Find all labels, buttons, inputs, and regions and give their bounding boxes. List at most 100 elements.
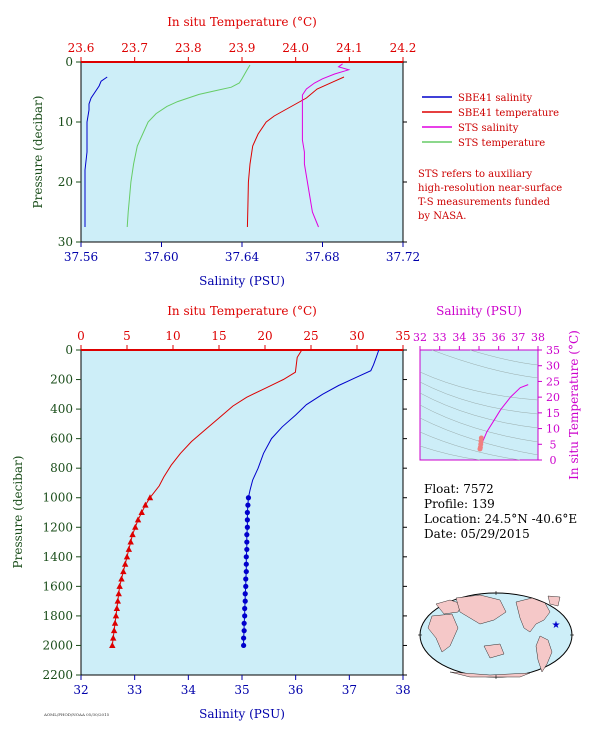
- data-point-triangle: [132, 523, 139, 530]
- north-america: [515, 597, 551, 633]
- top-legend: SBE41 salinity SBE41 temperature STS sal…: [422, 93, 559, 149]
- sts-note-line: STS refers to auxiliary: [418, 169, 533, 180]
- top-chart: In situ Temperature (°C) Salinity (PSU) …: [31, 15, 420, 288]
- temperature-tick-label: 23.8: [175, 41, 202, 55]
- data-point-triangle: [121, 560, 129, 567]
- salinity-tick-label: 32: [73, 683, 88, 697]
- south-america: [535, 635, 553, 673]
- data-point-triangle: [116, 582, 123, 589]
- ts-temperature-tick-label: 20: [546, 391, 560, 404]
- pressure-tick-label: 1200: [42, 520, 73, 534]
- ts-temperature-tick-label: 5: [550, 438, 557, 451]
- temperature-tick-label: 30: [349, 329, 364, 343]
- greenland: [547, 595, 561, 607]
- salinity-tick-label: 37.56: [64, 250, 98, 264]
- data-point-circle: [243, 561, 249, 567]
- ts-salinity-axis-title: Salinity (PSU): [436, 304, 522, 318]
- series-line-salinity: [247, 349, 380, 498]
- top-series-layer: [84, 63, 351, 228]
- location-map: ★: [418, 591, 574, 679]
- temperature-tick-label: 23.7: [121, 41, 148, 55]
- data-point-triangle: [115, 590, 122, 597]
- ts-data-point: [478, 435, 484, 441]
- data-point-circle: [244, 524, 250, 530]
- ts-salinity-tick-label: 32: [413, 331, 427, 344]
- profile-number: Profile: 139: [424, 497, 495, 511]
- temperature-tick-label: 10: [165, 329, 180, 343]
- legend-item-sts-temperature: STS temperature: [422, 138, 545, 149]
- legend-label: STS temperature: [458, 138, 545, 149]
- data-point-triangle: [111, 619, 119, 626]
- footer-credit: AOML/PHOD/NOAA 05/30/2015: [43, 712, 110, 717]
- ts-diagram: Salinity (PSU) In situ Temperature (°C) …: [413, 304, 581, 480]
- ts-curve: [480, 384, 529, 448]
- data-point-triangle: [110, 634, 117, 641]
- ts-temperature-tick-label: 25: [546, 375, 560, 388]
- asia: [455, 594, 507, 625]
- series-line-sbe41-salinity: [84, 76, 108, 227]
- ts-temperature-tick-label: 30: [546, 360, 560, 373]
- data-point-circle: [241, 628, 247, 634]
- legend-label: SBE41 salinity: [458, 93, 533, 104]
- salinity-tick-label: 36: [288, 683, 303, 697]
- salinity-tick-label: 37.72: [386, 250, 420, 264]
- top-salinity-axis-title: Salinity (PSU): [199, 274, 285, 288]
- data-point-triangle: [109, 641, 116, 648]
- pressure-tick-label: 400: [50, 402, 73, 416]
- data-point-triangle: [118, 575, 125, 582]
- data-point-circle: [242, 613, 248, 619]
- data-point-triangle: [127, 538, 134, 545]
- antarctica: [449, 671, 531, 678]
- ts-salinity-tick-label: 35: [472, 331, 486, 344]
- salinity-tick-label: 37: [342, 683, 357, 697]
- data-point-triangle: [146, 494, 154, 501]
- ts-temperature-tick-label: 0: [550, 454, 557, 467]
- data-point-circle: [244, 539, 250, 545]
- map-continents: [427, 594, 561, 678]
- bottom-salinity-axis-title: Salinity (PSU): [199, 707, 285, 721]
- pressure-tick-label: 1000: [42, 491, 73, 505]
- density-contour: [469, 349, 539, 366]
- temperature-tick-label: 0: [77, 329, 85, 343]
- data-point-triangle: [114, 597, 121, 604]
- ts-temperature-tick-label: 35: [546, 344, 560, 357]
- data-point-circle: [243, 576, 249, 582]
- africa: [427, 613, 459, 653]
- ts-temperature-tick-label: 15: [546, 407, 560, 420]
- density-contour: [419, 431, 521, 461]
- data-point-circle: [242, 598, 248, 604]
- bottom-axis-ticks: 0 5 10 15 20 25 30 35 32 33 34 35 36 37 38 0 200 400 600 80…: [42, 329, 410, 697]
- salinity-tick-label: 38: [395, 683, 410, 697]
- pressure-tick-label: 1400: [42, 550, 73, 564]
- temperature-tick-label: 35: [395, 329, 410, 343]
- data-point-circle: [244, 509, 250, 516]
- temperature-tick-label: 23.9: [229, 41, 256, 55]
- density-contour: [419, 404, 539, 443]
- top-pressure-axis-title: Pressure (decibar): [31, 96, 45, 209]
- data-point-circle: [242, 605, 248, 612]
- pressure-tick-label: 800: [50, 461, 73, 475]
- salinity-tick-label: 37.60: [144, 250, 178, 264]
- legend-item-sts-salinity: STS salinity: [422, 123, 519, 134]
- data-point-triangle: [138, 509, 145, 515]
- ts-salinity-tick-label: 33: [433, 331, 447, 344]
- data-point-circle: [244, 517, 250, 523]
- float-id: Float: 7572: [424, 482, 494, 496]
- ts-series-layer: [477, 384, 529, 452]
- sts-note-line: by NASA.: [418, 211, 466, 222]
- density-contour: [419, 392, 539, 429]
- temperature-tick-label: 24.0: [282, 41, 309, 55]
- ts-temperature-tick-label: 10: [546, 423, 560, 436]
- sts-note-line: high-resolution near-surface: [418, 183, 562, 194]
- pressure-tick-label: 30: [58, 235, 73, 249]
- pressure-tick-label: 10: [58, 115, 73, 129]
- bottom-series-layer: [109, 349, 380, 649]
- salinity-tick-label: 34: [181, 683, 197, 697]
- temperature-tick-label: 5: [123, 329, 131, 343]
- temperature-tick-label: 15: [211, 329, 226, 343]
- legend-label: SBE41 temperature: [458, 108, 559, 119]
- bottom-pressure-axis-title: Pressure (decibar): [11, 456, 25, 569]
- pressure-tick-label: 0: [65, 343, 73, 357]
- data-point-circle: [243, 583, 249, 589]
